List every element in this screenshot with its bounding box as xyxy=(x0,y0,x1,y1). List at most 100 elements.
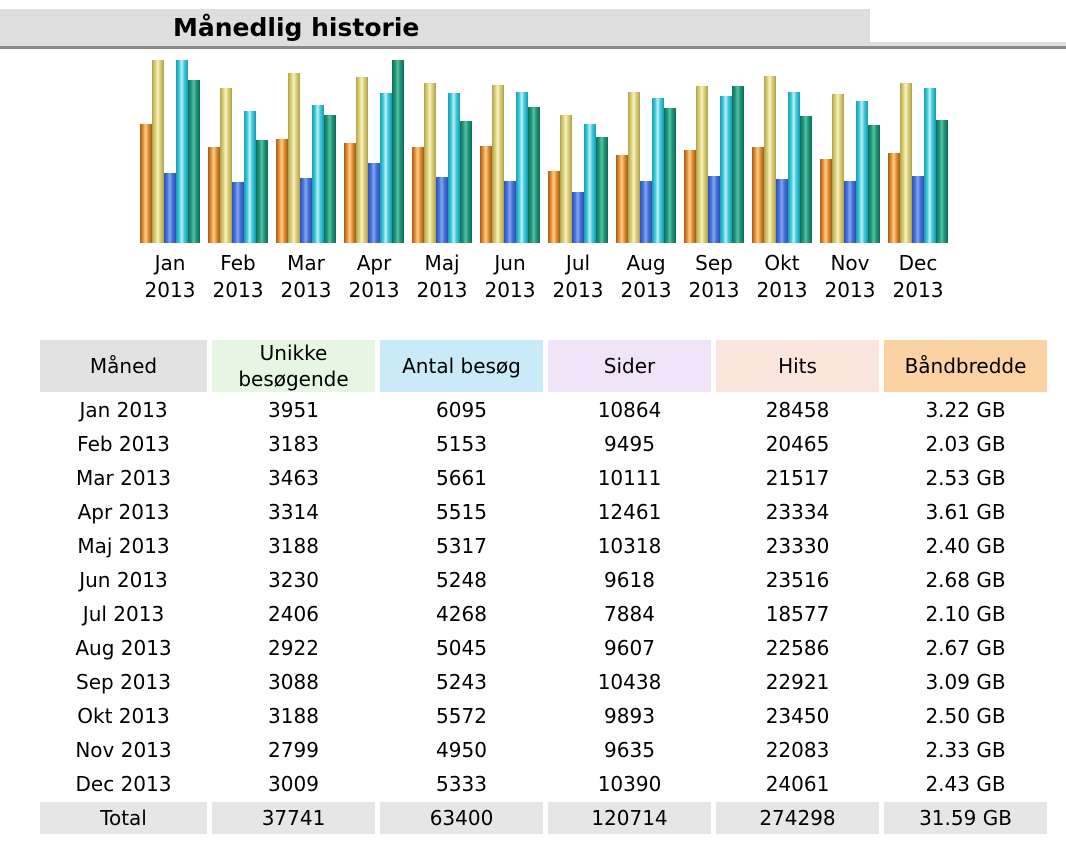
table-cell: 6095 xyxy=(436,398,487,422)
bar-unique-visitors xyxy=(888,153,900,243)
table-cell: 12461 xyxy=(597,500,662,524)
table-row: Dec 2013 3009 5333 10390 24061 2.43 GB xyxy=(40,768,1047,800)
bar-group xyxy=(548,115,608,243)
table-cell: 2.67 GB xyxy=(925,636,1006,660)
table-body: Jan 2013 3951 6095 10864 28458 3.22 GB Feb 201… xyxy=(40,394,1047,800)
bar-pages xyxy=(504,181,516,243)
table-cell: Aug 2013 xyxy=(75,636,172,660)
column-header: Båndbredde xyxy=(884,340,1047,392)
table-cell: 4268 xyxy=(436,602,487,626)
table-cell: 5333 xyxy=(436,772,487,796)
table-cell: 2922 xyxy=(268,636,319,660)
table-cell: 3314 xyxy=(268,500,319,524)
bar-pages xyxy=(640,181,652,243)
column-header: Antal besøg xyxy=(380,340,543,392)
table-cell: 10111 xyxy=(597,466,662,490)
bar-unique-visitors xyxy=(684,150,696,243)
table-cell: 3009 xyxy=(268,772,319,796)
total-cell: 37741 xyxy=(212,802,375,834)
table-cell: 23450 xyxy=(765,704,830,728)
table-cell: 5045 xyxy=(436,636,487,660)
bar-group xyxy=(888,83,948,243)
table-cell: 23516 xyxy=(765,568,830,592)
bar-pages xyxy=(436,177,448,243)
table-cell: 2.40 GB xyxy=(925,534,1006,558)
bar-pages xyxy=(232,182,244,243)
page-title: Månedlig historie xyxy=(173,13,420,42)
bar-visits xyxy=(560,115,572,243)
bar-hits xyxy=(924,88,936,243)
bar-bandwidth xyxy=(324,115,336,243)
table-cell: 5243 xyxy=(436,670,487,694)
table-cell: 5317 xyxy=(436,534,487,558)
bar-visits xyxy=(152,60,164,243)
monthly-history-chart xyxy=(140,60,948,243)
table-cell: 28458 xyxy=(765,398,830,422)
table-cell: 10318 xyxy=(597,534,662,558)
table-cell: 20465 xyxy=(765,432,830,456)
bar-unique-visitors xyxy=(140,124,152,243)
bar-pages xyxy=(572,192,584,243)
table-cell: 3951 xyxy=(268,398,319,422)
table-row: Feb 2013 3183 5153 9495 20465 2.03 GB xyxy=(40,428,1047,460)
total-cell: 63400 xyxy=(380,802,543,834)
bar-visits xyxy=(356,77,368,243)
table-cell: Apr 2013 xyxy=(77,500,170,524)
table-cell: 3.22 GB xyxy=(925,398,1006,422)
table-cell: 5248 xyxy=(436,568,487,592)
bar-hits xyxy=(380,93,392,243)
column-header: Unikke besøgende xyxy=(212,340,375,392)
table-cell: 5572 xyxy=(436,704,487,728)
table-cell: 3.09 GB xyxy=(925,670,1006,694)
month-label: Sep 2013 xyxy=(688,251,740,302)
bar-visits xyxy=(492,85,504,243)
table-cell: Dec 2013 xyxy=(75,772,172,796)
bar-pages xyxy=(300,178,312,243)
table-cell: 9618 xyxy=(604,568,655,592)
table-row: Apr 2013 3314 5515 12461 23334 3.61 GB xyxy=(40,496,1047,528)
table-row: Sep 2013 3088 5243 10438 22921 3.09 GB xyxy=(40,666,1047,698)
table-cell: 21517 xyxy=(765,466,830,490)
bar-visits xyxy=(288,73,300,243)
bar-visits xyxy=(832,94,844,243)
table-cell: 2406 xyxy=(268,602,319,626)
title-bar: Månedlig historie xyxy=(0,9,870,46)
total-cell: 31.59 GB xyxy=(884,802,1047,834)
table-cell: 9893 xyxy=(604,704,655,728)
month-label: Jun 2013 xyxy=(484,251,536,302)
month-label: Jul 2013 xyxy=(552,251,604,302)
bar-unique-visitors xyxy=(276,139,288,243)
table-cell: 22083 xyxy=(765,738,830,762)
table-cell: 5153 xyxy=(436,432,487,456)
bar-pages xyxy=(844,181,856,243)
month-label: Okt 2013 xyxy=(756,251,808,302)
bar-pages xyxy=(912,176,924,243)
month-label: Nov 2013 xyxy=(824,251,876,302)
table-cell: 2.33 GB xyxy=(925,738,1006,762)
bar-group xyxy=(820,94,880,243)
table-total-row: Total 37741 63400 120714 274298 31.59 GB xyxy=(40,802,1047,834)
table-cell: 10390 xyxy=(597,772,662,796)
table-cell: 9635 xyxy=(604,738,655,762)
table-cell: Nov 2013 xyxy=(75,738,172,762)
bar-bandwidth xyxy=(528,107,540,243)
table-cell: Sep 2013 xyxy=(76,670,171,694)
bar-unique-visitors xyxy=(548,171,560,243)
bar-hits xyxy=(584,124,596,243)
table-cell: 3.61 GB xyxy=(925,500,1006,524)
table-row: Maj 2013 3188 5317 10318 23330 2.40 GB xyxy=(40,530,1047,562)
table-cell: 2.03 GB xyxy=(925,432,1006,456)
table-row: Nov 2013 2799 4950 9635 22083 2.33 GB xyxy=(40,734,1047,766)
bar-bandwidth xyxy=(392,60,404,243)
table-cell: Maj 2013 xyxy=(77,534,170,558)
table-cell: 3188 xyxy=(268,704,319,728)
divider-dark xyxy=(0,46,1066,49)
bar-visits xyxy=(900,83,912,243)
table-cell: Jan 2013 xyxy=(79,398,168,422)
table-cell: 3183 xyxy=(268,432,319,456)
table-cell: 10438 xyxy=(597,670,662,694)
bar-group xyxy=(480,85,540,243)
divider-light xyxy=(0,42,1066,46)
bar-bandwidth xyxy=(800,116,812,243)
bar-hits xyxy=(788,92,800,243)
